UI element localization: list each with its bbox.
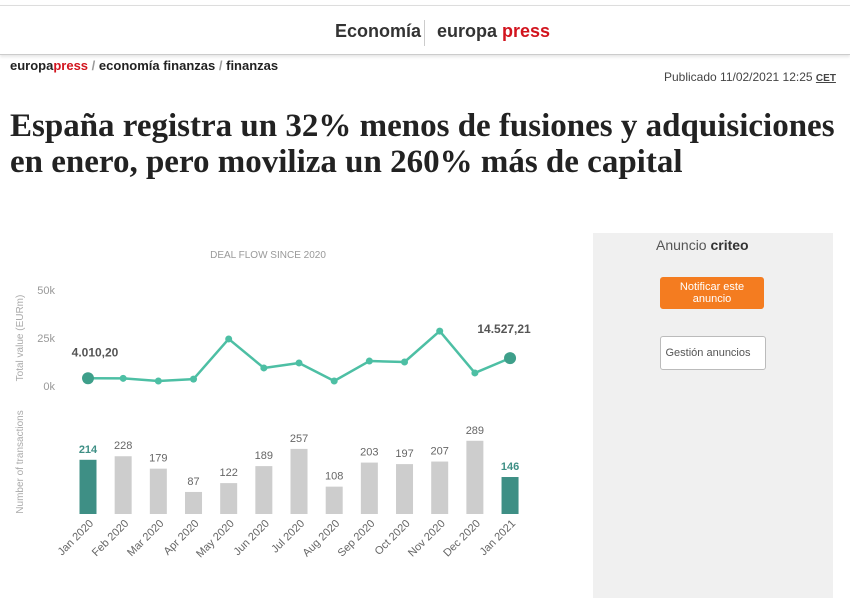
bar-label: 122 xyxy=(220,467,238,479)
tz: CET xyxy=(815,73,836,84)
point xyxy=(365,357,373,365)
breadcrumb: europapress / economía finanzas / finanz… xyxy=(10,58,279,73)
chart: DEAL FLOW SINCE 2020 Total value (EURm) 50… xyxy=(10,233,560,585)
bar xyxy=(466,440,484,514)
bar-label: 207 xyxy=(431,446,449,458)
point xyxy=(154,377,162,385)
bar-label: 108 xyxy=(325,471,343,483)
bar-label: 214 xyxy=(79,444,98,456)
ad-panel: Anuncio criteo Notificar este anuncio Ge… xyxy=(593,233,833,598)
point xyxy=(82,372,94,385)
ad-brand: criteo xyxy=(710,237,749,253)
bar-label: 289 xyxy=(466,425,484,437)
y-axis-label: Number of transactions xyxy=(15,410,26,513)
bar-label: 203 xyxy=(360,447,378,459)
point xyxy=(330,377,338,385)
bar xyxy=(255,466,273,514)
ad-button[interactable]: Notificar este anuncio xyxy=(660,277,764,309)
point xyxy=(436,327,444,335)
bar xyxy=(431,461,449,514)
point xyxy=(504,352,517,365)
y-tick-label: 0k xyxy=(43,381,55,393)
point xyxy=(295,359,303,367)
ad-label: Anuncio criteo xyxy=(656,237,749,253)
bar-label: 87 xyxy=(187,476,199,488)
value-label: 4.010,20 xyxy=(72,345,119,359)
point xyxy=(471,369,479,377)
bar xyxy=(149,468,167,514)
bar xyxy=(396,464,414,514)
y-axis-label: Total value (EURm) xyxy=(15,295,26,382)
y-tick-label: 25k xyxy=(37,333,55,345)
ad-manage[interactable]: Gestión anuncios xyxy=(660,336,766,370)
published: Publicado 11/02/2021 12:25 CET xyxy=(664,70,836,84)
bar xyxy=(79,459,97,514)
bc-item[interactable]: finanzas xyxy=(226,58,279,73)
logo-b: press xyxy=(502,21,551,41)
bar-label: 146 xyxy=(501,461,519,473)
bc-b: press xyxy=(53,58,89,73)
section-link[interactable]: Economía xyxy=(335,21,422,41)
bar xyxy=(290,448,308,514)
point xyxy=(260,364,268,372)
bar-label: 179 xyxy=(149,453,167,465)
bc-site[interactable]: europapress xyxy=(10,58,88,73)
bc-a: europa xyxy=(10,58,54,73)
bar-label: 228 xyxy=(114,440,132,452)
header: Economía europa press xyxy=(0,5,850,55)
logo[interactable]: europa press xyxy=(437,21,550,42)
ad-label-text: Anuncio xyxy=(656,237,707,253)
point xyxy=(190,375,198,383)
article-title: España registra un 32% menos de fusiones… xyxy=(10,108,835,180)
bar xyxy=(185,491,203,514)
chart-title: DEAL FLOW SINCE 2020 xyxy=(210,250,326,261)
bar-label: 189 xyxy=(255,450,273,462)
bar xyxy=(325,486,343,514)
point xyxy=(225,335,233,343)
pub-text: Publicado 11/02/2021 12:25 xyxy=(664,70,813,84)
point xyxy=(119,374,127,382)
y-tick-label: 50k xyxy=(37,285,55,297)
logo-a: europa xyxy=(437,21,498,41)
bar xyxy=(501,477,519,514)
value-label: 14.527,21 xyxy=(477,322,531,336)
chart-bg xyxy=(10,233,560,585)
bar xyxy=(360,462,378,514)
divider xyxy=(424,20,425,46)
bar-label: 257 xyxy=(290,433,308,445)
point xyxy=(401,358,409,366)
bar xyxy=(114,456,132,514)
bar xyxy=(220,483,238,514)
bc-item[interactable]: economía finanzas xyxy=(98,58,216,73)
bar-label: 197 xyxy=(395,448,413,460)
